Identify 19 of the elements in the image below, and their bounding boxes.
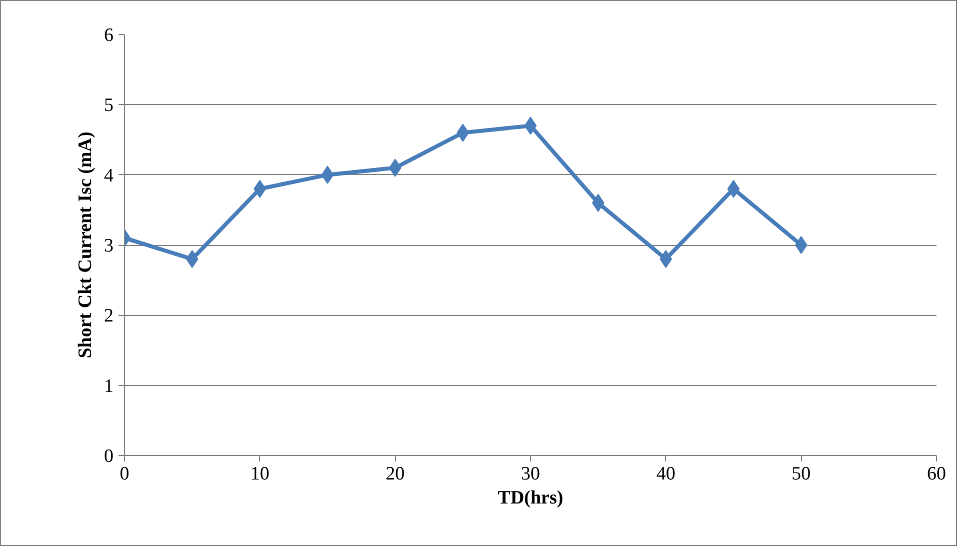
x-tick-label: 20 [386,464,405,484]
y-tick-label: 5 [104,95,114,116]
y-tick-label: 3 [104,236,114,256]
x-tick-label: 10 [250,464,270,484]
y-tick-label: 4 [104,165,114,186]
point [321,166,334,184]
point [727,180,740,198]
y-tick-label: 2 [104,306,114,327]
y-tick-label: 1 [104,376,114,397]
x-tick-label: 40 [656,464,676,484]
y-axis-title: Short Ckt Current Isc (mA) [75,132,96,358]
x-tick-label: 60 [927,464,946,484]
point [524,116,537,135]
y-tick-label: 0 [104,446,114,467]
x-tick-label: 0 [120,464,130,484]
x-tick-label: 30 [521,464,540,484]
x-tick-label: 50 [792,464,811,484]
x-axis-title: TD(hrs) [498,488,564,508]
y-tick-label: 6 [104,25,114,46]
